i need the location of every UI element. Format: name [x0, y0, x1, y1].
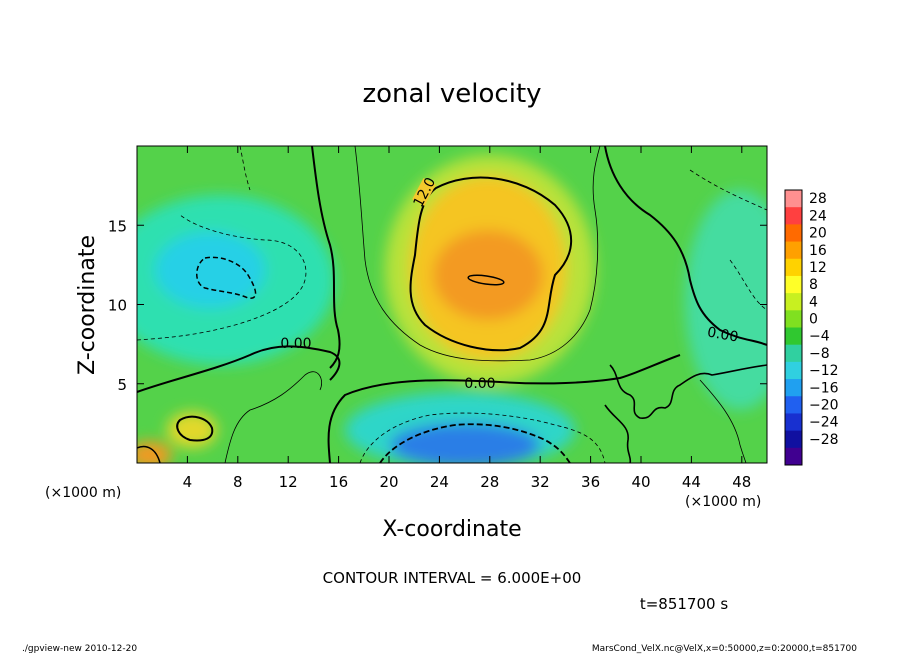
colorbar-segment — [785, 396, 802, 414]
colorbar-frame — [784, 189, 803, 466]
x-tick-label: 4 — [183, 473, 193, 491]
y-axis: 5 10 15 — [108, 217, 767, 394]
colorbar-segment — [785, 224, 802, 243]
contour-pos3 — [224, 146, 747, 463]
x-tick-label: 16 — [329, 473, 348, 491]
y-axis-label: Z-coordinate — [75, 235, 100, 375]
colorbar-segment — [785, 447, 802, 466]
colorbar-label: 4 — [809, 294, 818, 310]
colorbar-segment — [785, 258, 802, 277]
contour-interval: CONTOUR INTERVAL = 6.000E+00 — [323, 569, 582, 587]
colorbar-segment — [785, 344, 802, 363]
colorbar-label: −20 — [809, 397, 839, 413]
colorbar-label: −12 — [809, 363, 839, 379]
contour-neg3 — [137, 146, 767, 463]
x-tick-label: 36 — [581, 473, 600, 491]
colorbar-label: −8 — [809, 346, 830, 362]
velocity-field — [137, 146, 767, 463]
contour-zero-left-vertical — [311, 146, 341, 369]
contour-12-positive — [409, 176, 573, 352]
colorbar-segment — [785, 293, 802, 311]
y-tick-label: 5 — [117, 376, 127, 394]
colorbar-segment — [785, 241, 802, 260]
contour-pos6-blob — [176, 415, 214, 442]
x-tick-label: 28 — [480, 473, 499, 491]
x-tick-label: 44 — [682, 473, 701, 491]
colorbar-label: −28 — [809, 432, 839, 448]
contour-label-zero-right: 0.00 — [706, 324, 739, 345]
colorbar-segment — [785, 361, 802, 380]
x-tick-label: 8 — [233, 473, 243, 491]
colorbar-segment — [785, 327, 802, 346]
colorbar-label: 8 — [809, 277, 818, 293]
colorbar-segment — [785, 379, 802, 397]
colorbar-segment — [785, 275, 802, 294]
colorbar-label: 24 — [809, 208, 827, 224]
x-tick-label: 40 — [631, 473, 650, 491]
colorbar-label: −16 — [809, 380, 839, 396]
colorbar-label: −24 — [809, 415, 839, 431]
colorbar-segment — [785, 207, 802, 225]
y-tick-label: 10 — [108, 297, 127, 315]
x-unit-label-right: (×1000 m) — [685, 494, 761, 510]
x-axis-label: X-coordinate — [382, 517, 521, 542]
colorbar-segment — [785, 310, 802, 328]
colorbar-segment — [785, 413, 802, 432]
chart-title: zonal velocity — [362, 79, 541, 109]
x-unit-label: (×1000 m) — [45, 485, 121, 501]
colorbar-label: −4 — [809, 329, 830, 345]
contour-zero-right — [604, 146, 767, 346]
x-axis: 4 8 12 16 20 24 28 32 36 40 44 48 — [183, 146, 751, 491]
colorbar-segment — [785, 430, 802, 449]
x-tick-label: 20 — [379, 473, 398, 491]
contour-zero-lower-right — [604, 404, 632, 463]
x-tick-label: 24 — [430, 473, 449, 491]
x-tick-label: 12 — [279, 473, 298, 491]
footer-right: MarsCond_VelX.nc@VelX,x=0:50000,z=0:2000… — [592, 644, 857, 654]
y-tick-label: 15 — [108, 217, 127, 235]
colorbar-segment — [785, 190, 802, 208]
contour-neg6-left — [196, 256, 257, 299]
colorbar-label: 20 — [809, 226, 827, 242]
time-label: t=851700 s — [640, 595, 728, 613]
contour-zero-mid-band — [327, 354, 681, 463]
contour-pos6-corner — [137, 445, 161, 463]
footer-left: ./gpview-new 2010-12-20 — [22, 644, 137, 654]
contour-label-zero-center: 0.00 — [464, 376, 495, 392]
contour-lines — [137, 146, 767, 463]
colorbar-label: 16 — [809, 243, 827, 259]
contour-zero-noisy — [609, 364, 767, 419]
colorbar-label: 0 — [809, 312, 818, 328]
colorbar-label: 12 — [809, 260, 827, 276]
colorbar-label: 28 — [809, 191, 827, 207]
x-tick-label: 48 — [732, 473, 751, 491]
contour-label-zero-left: 0.00 — [280, 336, 311, 352]
contour-zero-upper-band — [137, 345, 341, 393]
contour-peak — [467, 274, 505, 286]
x-tick-label: 32 — [531, 473, 550, 491]
